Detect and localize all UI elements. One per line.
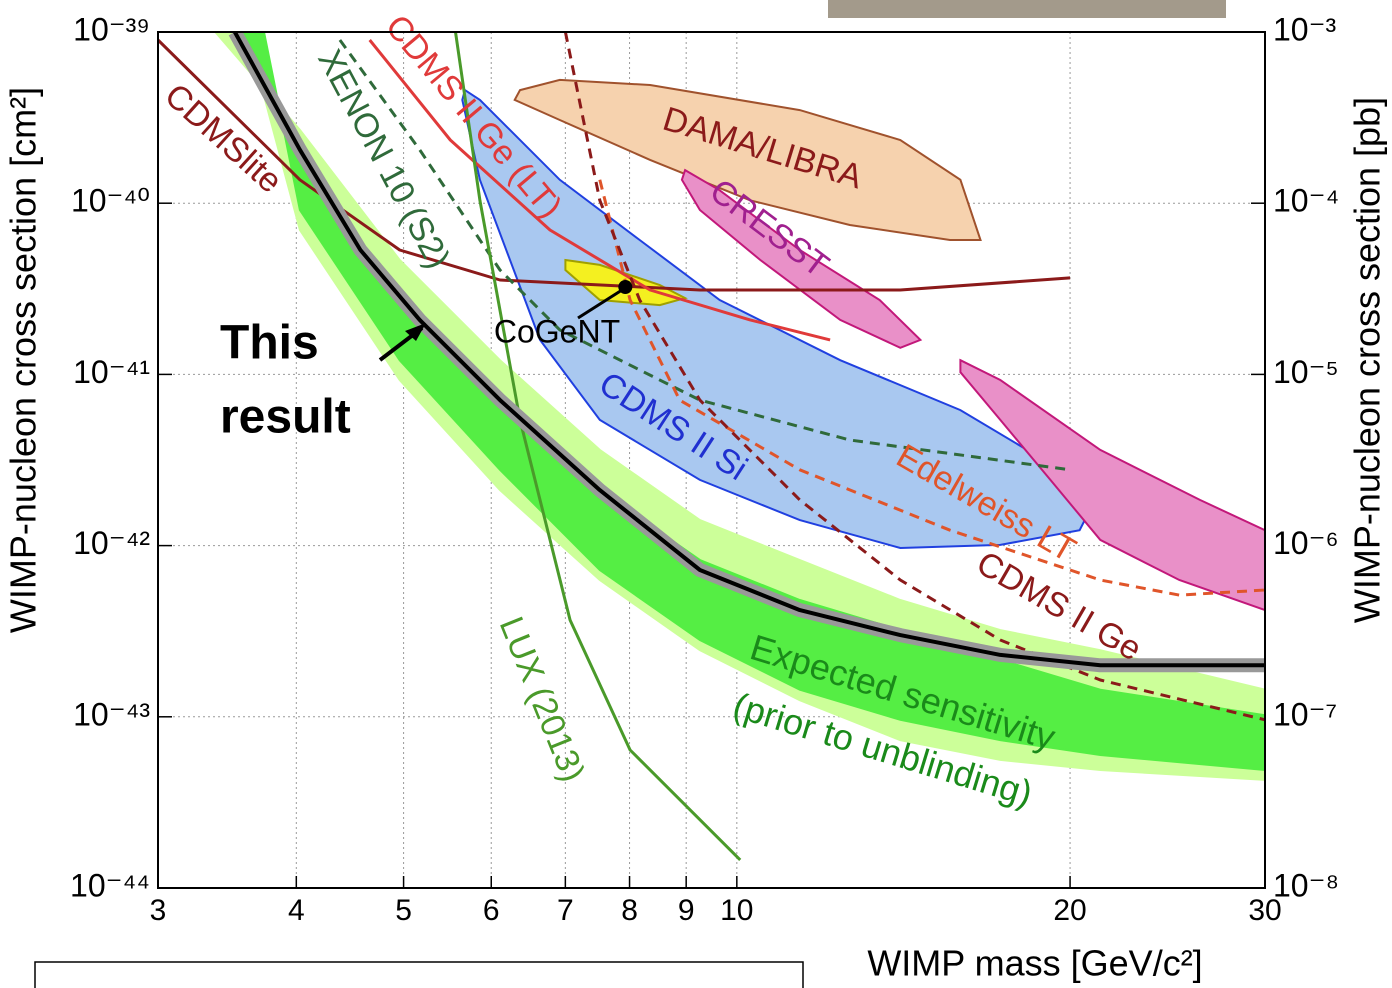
y2-axis-title: WIMP-nucleon cross section [pb] <box>1347 97 1388 623</box>
x-tick-label: 5 <box>395 894 412 927</box>
x-tick-label: 10 <box>720 894 753 927</box>
y2-tick-label: 10⁻⁷ <box>1273 696 1337 732</box>
region <box>513 78 982 241</box>
y2-tick-label: 10⁻⁴ <box>1273 183 1339 219</box>
x-tick-label: 8 <box>621 894 638 927</box>
y2-tick-label: 10⁻⁸ <box>1273 867 1339 903</box>
limit-line <box>158 38 1071 292</box>
x-axis-title: WIMP mass [GeV/c²] <box>867 943 1202 984</box>
x-tick-label: 6 <box>483 894 500 927</box>
text-box-fragment <box>34 961 804 988</box>
annotation: This <box>220 317 319 370</box>
y-tick-label: 10⁻⁴⁰ <box>71 183 150 219</box>
y2-tick-label: 10⁻⁵ <box>1273 354 1339 390</box>
y-tick-label: 10⁻⁴² <box>73 525 150 561</box>
limit-line <box>338 39 1071 472</box>
limit-line <box>454 32 742 861</box>
y-axis-title: WIMP-nucleon cross section [cm²] <box>3 87 44 633</box>
x-tick-label: 20 <box>1053 894 1086 927</box>
cogent-pointer <box>577 288 623 320</box>
plot-area <box>158 32 1265 861</box>
y-tick-label: 10⁻⁴⁴ <box>70 867 150 903</box>
x-tick-label: 7 <box>557 894 574 927</box>
limit-line <box>598 179 1265 597</box>
annotation-arrowhead <box>405 323 426 341</box>
y-tick-label: 10⁻⁴¹ <box>73 354 150 390</box>
labels: 3 4 5 6 7 8 9 10 20 30 10⁻⁴⁴ 10⁻⁴³ 10⁻⁴² 10⁻⁴¹ 10⁻⁴⁰ 10… <box>70 8 1339 927</box>
point-label: CoGeNT <box>494 313 620 349</box>
y-tick-label: 10⁻⁴³ <box>73 696 150 732</box>
region <box>461 88 1091 550</box>
x-tick-label: 30 <box>1248 894 1281 927</box>
y2-tick-label: 10⁻⁶ <box>1273 525 1339 561</box>
region <box>959 358 1265 612</box>
photo-fragment <box>828 0 1226 18</box>
x-tick-label: 3 <box>150 894 167 927</box>
region <box>680 168 923 349</box>
y-tick-label: 10⁻³⁹ <box>73 11 150 47</box>
x-tick-label: 9 <box>678 894 695 927</box>
limit-line <box>368 39 831 342</box>
annotation: result <box>220 391 351 444</box>
x-tick-label: 4 <box>288 894 305 927</box>
plot-frame <box>157 31 1266 889</box>
y2-tick-label: 10⁻³ <box>1273 11 1336 47</box>
result-line <box>233 32 1265 668</box>
